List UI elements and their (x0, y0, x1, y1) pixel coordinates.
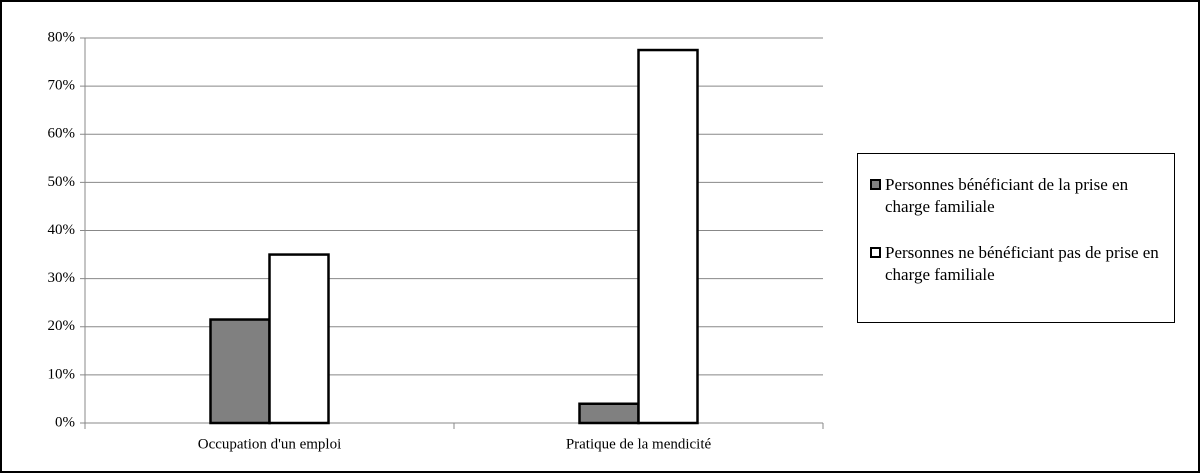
y-tick-label: 0% (55, 414, 75, 430)
y-tick-label: 20% (48, 318, 76, 334)
bar (637, 48, 699, 425)
legend-swatch (870, 179, 881, 190)
y-tick-label: 30% (48, 270, 76, 286)
legend-label: Personnes ne bénéficiant pas de prise en… (885, 243, 1159, 284)
legend-entry: Personnes ne bénéficiant pas de prise en… (870, 242, 1168, 286)
y-tick-label: 10% (48, 366, 76, 382)
x-tick-label: Occupation d'un emploi (198, 436, 342, 452)
y-tick-label: 40% (48, 222, 76, 238)
legend-label: Personnes bénéficiant de la prise en cha… (885, 175, 1129, 216)
bar (209, 318, 271, 425)
y-tick-label: 50% (48, 174, 76, 190)
legend-swatch (870, 247, 881, 258)
x-tick-label: Pratique de la mendicité (566, 436, 712, 452)
y-tick-label: 70% (48, 78, 76, 94)
y-tick-label: 80% (48, 29, 76, 45)
y-tick-label: 60% (48, 126, 76, 142)
legend-entry: Personnes bénéficiant de la prise en cha… (870, 174, 1168, 218)
bar (268, 253, 330, 425)
legend: Personnes bénéficiant de la prise en cha… (857, 153, 1175, 323)
bar (578, 402, 640, 425)
